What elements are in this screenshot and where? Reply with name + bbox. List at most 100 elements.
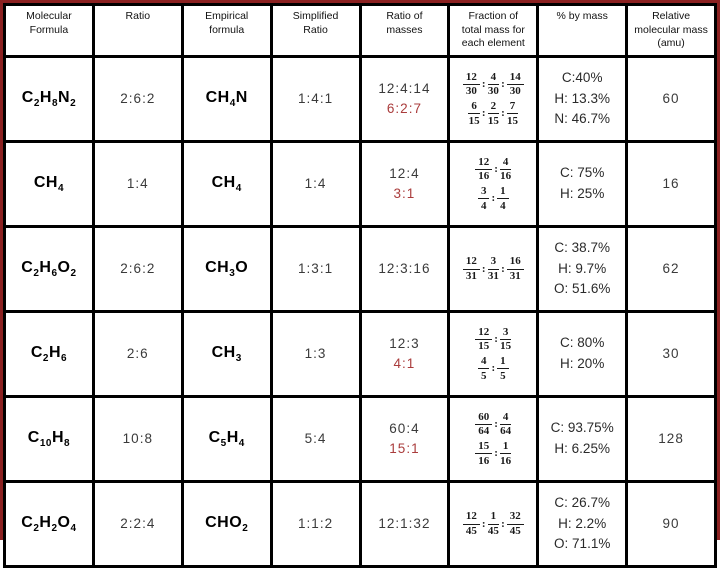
empirical-formula-cell: CH3 [180, 310, 273, 398]
ratio-value: 2:6:2 [120, 91, 156, 106]
formula-subscript: 4 [57, 183, 65, 195]
fraction-numerator: 4 [477, 355, 490, 370]
fraction-denominator: 64 [500, 425, 512, 438]
fraction-colon: : [481, 107, 486, 120]
relative-molecular-mass-value: 60 [662, 91, 680, 106]
formula-subscript: 2 [70, 268, 77, 280]
ratio-value: 2:2:4 [120, 516, 156, 531]
fraction-numerator: 3 [499, 326, 512, 340]
simplified-ratio-cell: 1:4:1 [269, 55, 362, 143]
fraction-denominator: 45 [509, 525, 521, 537]
formula-subscript: 2 [242, 523, 249, 535]
formula-subscript: 4 [70, 523, 77, 535]
formula-subscript: 3 [235, 353, 242, 365]
fraction: 12 30 [462, 71, 480, 98]
fraction-numerator: 2 [487, 100, 500, 115]
formula-subscript: 8 [64, 438, 71, 450]
header-simplified-ratio: Simplified Ratio [269, 3, 362, 58]
formula-subscript: 6 [51, 268, 58, 280]
ratio-cell: 2:6:2 [91, 225, 184, 313]
mass-ratio-reduced-value: 15:1 [389, 441, 420, 456]
ratio-cell: 2:6 [91, 310, 184, 398]
fraction-line: 12 30:4 30:14 30 [452, 71, 534, 98]
molecular-formula-cell: CH4 [3, 140, 95, 228]
table-row: C2H2O4 2:2:4 CHO2 1:1:2 12:1:32 12 45:1 45:32 45… [3, 480, 717, 568]
fraction-denominator: 16 [478, 170, 490, 183]
formula-subscript: 2 [33, 268, 40, 280]
fraction-colon: : [491, 192, 496, 205]
simplified-ratio-cell: 1:4 [269, 140, 362, 228]
fraction-colon: : [494, 447, 498, 460]
simplified-ratio-cell: 1:3:1 [269, 225, 362, 313]
fraction-numerator: 32 [506, 510, 524, 525]
fraction: 4 16 [499, 156, 512, 183]
simplified-ratio-cell: 1:3 [269, 310, 362, 398]
fraction: 32 45 [506, 510, 524, 537]
mass-ratio-cell: 60:4 15:1 [358, 395, 451, 483]
relative-molecular-mass-value: 62 [662, 261, 680, 276]
fraction-denominator: 30 [509, 85, 521, 98]
table-row: C2H6 2:6 CH3 1:3 12:3 4:1 12 15:3 15 4 5:1 5 C: 80% H… [3, 310, 717, 398]
fraction-numerator: 1 [499, 440, 512, 455]
table-body: C2H8N2 2:6:2 CH4N 1:4:1 12:4:14 6:2:7 12 30:4 30… [3, 55, 717, 568]
percent-line: O: 51.6% [554, 281, 611, 297]
mass-fraction-cell: 12 45:1 45:32 45 [447, 480, 540, 568]
simplified-ratio-value: 1:4 [304, 176, 327, 191]
fraction: 16 31 [506, 255, 524, 282]
fraction-denominator: 15 [500, 340, 512, 353]
percent-line: H: 20% [560, 356, 605, 371]
percent-line: H: 13.3% [554, 90, 610, 106]
fraction-denominator: 16 [500, 170, 512, 183]
fraction-denominator: 16 [500, 454, 512, 467]
mass-fraction-cell: 12 31:3 31:16 31 [447, 225, 540, 313]
fraction: 12 15 [475, 326, 493, 353]
ratio-cell: 2:6:2 [91, 55, 184, 143]
fraction-colon: : [494, 162, 498, 175]
fraction-denominator: 4 [480, 199, 487, 212]
fraction-denominator: 15 [478, 340, 490, 353]
mass-ratio-cell: 12:4:14 6:2:7 [358, 55, 451, 143]
ratio-cell: 1:4 [91, 140, 184, 228]
simplified-ratio-cell: 1:1:2 [269, 480, 362, 568]
empirical-formula-cell: CHO2 [180, 480, 273, 568]
header-empirical-formula: Empirical formula [180, 3, 273, 58]
formula-subscript: 10 [39, 438, 52, 450]
ratio-cell: 2:2:4 [91, 480, 184, 568]
fraction-numerator: 12 [475, 156, 493, 170]
percent-line: C: 93.75% [550, 420, 614, 436]
fraction-numerator: 14 [506, 71, 524, 85]
percent-line: C: 38.7% [554, 239, 610, 255]
molecular-formula-cell: C2H6 [3, 310, 95, 398]
percent-line: C: 75% [560, 165, 605, 181]
header-ratio-of-masses: Ratio of masses [358, 3, 451, 58]
molecular-formula: C10H8 [27, 428, 71, 450]
fraction-denominator: 31 [465, 270, 477, 282]
fraction: 1 45 [487, 510, 500, 537]
mass-ratio-value: 12:3 [389, 335, 420, 351]
formula-subscript: 4 [235, 183, 242, 195]
percent-line: N: 46.7% [554, 111, 610, 127]
table-row: C10H8 10:8 C5H4 5:4 60:4 15:1 60 64:4 64 15 16:1 16… [3, 395, 717, 483]
fraction: 12 16 [475, 156, 493, 183]
percent-line: H: 2.2% [558, 515, 607, 531]
header-fraction-total-mass: Fraction of total mass for each element [447, 3, 540, 58]
molecular-formula: C2H6 [30, 343, 68, 365]
fraction-denominator: 15 [468, 114, 480, 127]
fraction-line: 12 31:3 31:16 31 [452, 255, 534, 282]
mass-ratio-value: 12:1:32 [378, 515, 431, 531]
fraction-numerator: 4 [487, 71, 500, 85]
mass-ratio-reduced-value: 4:1 [393, 356, 416, 371]
mass-fraction-cell: 12 16:4 16 3 4:1 4 [447, 140, 540, 228]
fraction-denominator: 5 [500, 369, 506, 382]
fraction: 14 30 [506, 71, 524, 98]
fraction: 15 16 [475, 440, 493, 467]
fraction: 3 15 [499, 326, 512, 353]
fraction: 12 45 [462, 510, 480, 537]
table-header: Molecular Formula Ratio Empirical formul… [3, 3, 717, 58]
formula-subscript: 8 [51, 98, 58, 110]
formula-subscript: 3 [229, 268, 236, 280]
fraction-numerator: 1 [487, 510, 500, 525]
